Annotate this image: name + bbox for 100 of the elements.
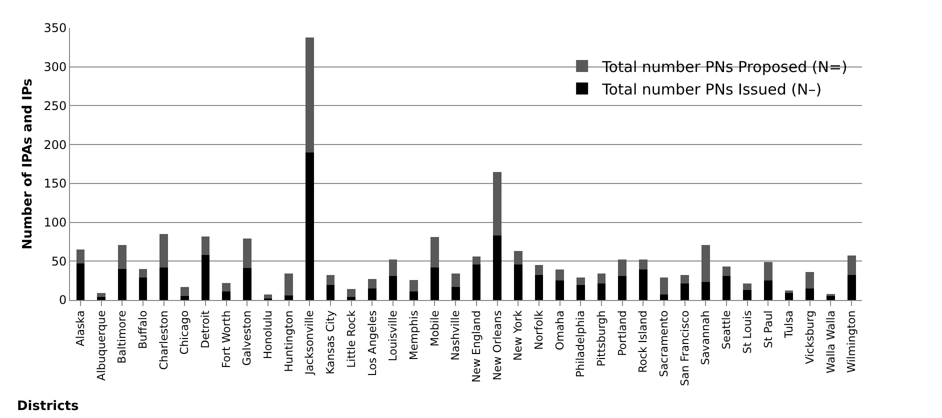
x-tick-label: Fort Worth [220, 310, 233, 368]
bar [242, 238, 252, 268]
bar [472, 256, 481, 264]
bar [284, 295, 294, 300]
x-tick-label: San Francisco [678, 310, 692, 386]
bar [264, 294, 272, 298]
bar [722, 266, 731, 276]
bar [76, 249, 85, 264]
legend-label: Total number PNs Proposed (N=) [601, 58, 848, 76]
bar [638, 260, 648, 270]
bar [660, 277, 668, 295]
x-tick-label: Charleston [157, 310, 170, 370]
bar [368, 288, 376, 300]
x-axis-title: Districts [17, 399, 79, 414]
x-tick-label: Kansas City [324, 310, 338, 374]
y-tick-label: 200 [44, 138, 67, 152]
x-tick-label: Mobile [428, 310, 442, 346]
x-tick-label: Seattle [720, 310, 734, 350]
y-tick-label: 0 [58, 293, 67, 308]
bar [722, 276, 731, 300]
bar [576, 277, 585, 286]
bar [326, 275, 335, 286]
bar [347, 296, 356, 300]
bar [597, 284, 606, 300]
bar [347, 289, 356, 297]
bar [118, 244, 126, 269]
x-tick-label: Sacramento [658, 310, 671, 377]
x-tick-label: Buffalo [136, 310, 150, 350]
x-tick-label: Huntington [282, 310, 296, 372]
bar [201, 254, 210, 300]
bar [118, 268, 126, 300]
bar [242, 268, 252, 300]
bar [534, 265, 544, 276]
x-tick-label: Pittsburgh [595, 310, 608, 366]
bar [743, 290, 752, 300]
bar [430, 267, 439, 300]
bar [76, 263, 85, 300]
y-tick-label: 150 [44, 176, 67, 191]
bar [222, 291, 230, 300]
bar [680, 275, 690, 284]
x-tick-label: Portland [616, 310, 629, 356]
bar [368, 279, 376, 288]
x-tick-label: Vicksburg [803, 310, 816, 364]
x-tick-label: St Louis [740, 310, 754, 354]
bar [388, 276, 398, 300]
bar [806, 272, 814, 288]
bar [138, 277, 148, 300]
x-tick-label: Savannah [699, 310, 712, 366]
bar [306, 152, 314, 300]
bar [97, 293, 106, 297]
bar [847, 256, 856, 276]
y-axis-title: Number of IPAs and IPs [20, 78, 36, 250]
bar [847, 275, 856, 300]
legend-label: Total number PNs Issued (N–) [601, 80, 822, 98]
x-tick-label: Philadelphia [574, 310, 588, 378]
x-tick-label: Honolulu [262, 310, 275, 360]
bar [702, 282, 710, 300]
x-tick-label: Galveston [240, 310, 254, 366]
bar [222, 282, 230, 292]
bar [306, 37, 314, 152]
x-tick-label: Norfolk [532, 310, 546, 350]
bar [556, 270, 564, 281]
bar [743, 284, 752, 290]
y-tick-label: 50 [51, 254, 67, 268]
bar [138, 268, 148, 278]
x-tick-label: New York [512, 310, 525, 361]
x-tick-label: Rock Island [636, 310, 650, 373]
bar [680, 284, 690, 300]
bar [97, 296, 106, 300]
y-tick-label: 350 [44, 21, 67, 36]
bar [514, 251, 522, 264]
bar [180, 296, 189, 300]
bar [576, 285, 585, 300]
x-tick-label: Omaha [553, 310, 566, 350]
bar [284, 274, 294, 296]
x-tick-label: Jacksonville [303, 310, 316, 376]
bar [472, 264, 481, 300]
bar [764, 262, 772, 281]
x-tick-label: Baltimore [116, 310, 129, 364]
x-tick-label: Louisville [386, 310, 400, 362]
x-tick-label: Walla Walla [824, 310, 838, 374]
x-tick-label: Chicago [178, 310, 192, 355]
bar [534, 275, 544, 300]
x-tick-label: Los Angeles [366, 310, 379, 376]
bar [201, 236, 210, 255]
y-tick-label: 300 [44, 60, 67, 74]
bar [493, 172, 502, 236]
bar [514, 264, 522, 300]
bar [638, 270, 648, 300]
x-tick-label: Alaska [74, 310, 87, 346]
x-tick-label: Wilmington [845, 310, 858, 373]
y-tick-label: 100 [44, 215, 67, 230]
bar [180, 286, 189, 296]
bar [326, 285, 335, 300]
bar [702, 244, 710, 282]
bar [660, 294, 668, 300]
bar [764, 280, 772, 300]
bar [806, 288, 814, 300]
bar [618, 260, 626, 276]
bar [597, 274, 606, 284]
